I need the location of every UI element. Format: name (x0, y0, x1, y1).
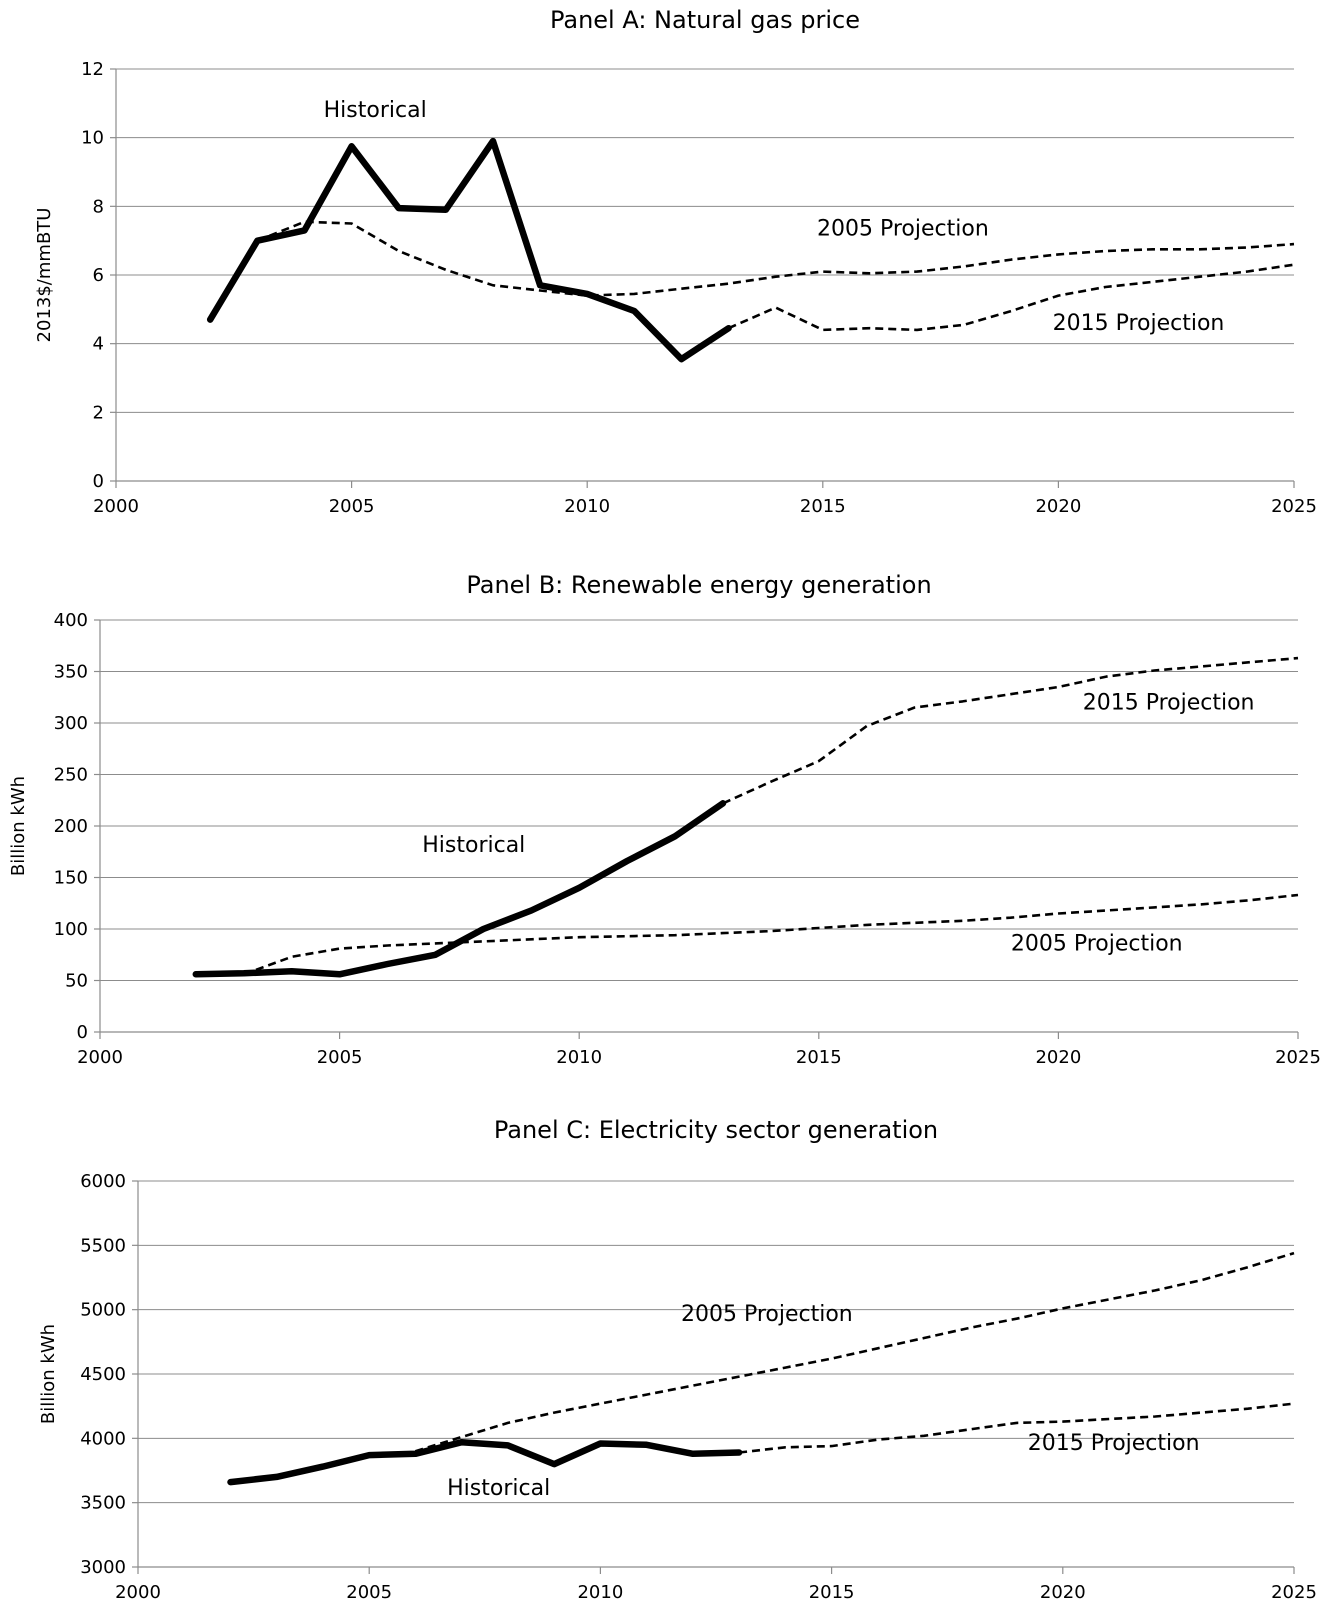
annotation-label: Historical (422, 833, 525, 858)
x-tick-label: 2010 (556, 1047, 602, 1068)
x-tick-label: 2005 (317, 1047, 363, 1068)
y-tick-label: 350 (54, 662, 88, 683)
series-proj2015-line (728, 263, 1295, 332)
x-tick-label: 2015 (800, 496, 846, 517)
x-tick-label: 2005 (346, 1582, 392, 1603)
x-tick-label: 2025 (1275, 1047, 1321, 1068)
y-tick-label: 2 (93, 402, 104, 423)
annotation-label: Historical (447, 1476, 550, 1501)
y-tick-label: 10 (81, 128, 104, 149)
x-tick-label: 2015 (796, 1047, 842, 1068)
annotation-label: 2005 Projection (681, 1302, 853, 1327)
x-tick-label: 2010 (564, 496, 610, 517)
y-tick-label: 400 (54, 610, 88, 631)
x-tick-label: 2020 (1035, 496, 1081, 517)
y-tick-label: 150 (54, 868, 88, 889)
annotation-label: Historical (324, 98, 427, 123)
x-tick-label: 2015 (809, 1582, 855, 1603)
x-tick-label: 2025 (1271, 496, 1317, 517)
x-tick-label: 2010 (577, 1582, 623, 1603)
y-tick-label: 12 (81, 59, 104, 80)
series-proj2015-line (722, 656, 1299, 805)
y-tick-label: 0 (77, 1022, 88, 1043)
annotation-label: 2015 Projection (1053, 311, 1225, 336)
series-historical-line (192, 800, 727, 978)
x-tick-label: 2000 (93, 496, 139, 517)
x-tick-label: 2005 (329, 496, 375, 517)
x-tick-label: 2020 (1035, 1047, 1081, 1068)
y-tick-label: 4000 (80, 1428, 126, 1449)
annotation-label: 2015 Projection (1083, 691, 1255, 716)
x-tick-label: 2025 (1271, 1582, 1317, 1603)
panel-a-natural-gas-price: Panel A: Natural gas price 0 2 4 6 8 10 12 2000 2… (34, 6, 1317, 517)
series-historical-line (206, 137, 732, 363)
x-tick-label: 2020 (1040, 1582, 1086, 1603)
y-tick-label: 8 (93, 196, 104, 217)
y-tick-label: 3000 (80, 1557, 126, 1578)
y-tick-label: 5000 (80, 1300, 126, 1321)
y-tick-label: 6000 (80, 1171, 126, 1192)
y-tick-label: 0 (93, 471, 104, 492)
y-tick-label: 50 (65, 971, 88, 992)
y-tick-label: 300 (54, 713, 88, 734)
y-tick-label: 200 (54, 816, 88, 837)
panel-b-renewable-energy-generation: Panel B: Renewable energy generation 0 50 1… (8, 571, 1321, 1068)
y-tick-label: 5500 (80, 1235, 126, 1256)
y-axis-label: Billion kWh (8, 776, 29, 876)
x-tick-label: 2000 (77, 1047, 123, 1068)
y-tick-label: 100 (54, 919, 88, 940)
chart-title: Panel C: Electricity sector generation (494, 1116, 938, 1144)
series-proj2005-line (256, 220, 1295, 297)
series-proj2005-line (415, 1251, 1295, 1453)
y-tick-label: 3500 (80, 1493, 126, 1514)
y-axis-label: Billion kWh (38, 1324, 59, 1424)
chart-title: Panel B: Renewable energy generation (466, 571, 931, 599)
annotation-label: 2015 Projection (1028, 1431, 1200, 1456)
y-tick-label: 4 (93, 334, 104, 355)
series-historical-line (227, 1438, 743, 1486)
annotation-label: 2005 Projection (817, 217, 989, 242)
annotation-label: 2005 Projection (1011, 932, 1183, 957)
y-axis-label: 2013$/mmBTU (34, 208, 55, 343)
chart-title: Panel A: Natural gas price (550, 6, 860, 34)
x-tick-label: 2000 (115, 1582, 161, 1603)
y-tick-label: 250 (54, 765, 88, 786)
y-tick-label: 4500 (80, 1364, 126, 1385)
panel-c-electricity-sector-generation: Panel C: Electricity sector generation 30… (38, 1116, 1317, 1603)
y-tick-label: 6 (93, 265, 104, 286)
series-proj2015-line (738, 1402, 1295, 1454)
